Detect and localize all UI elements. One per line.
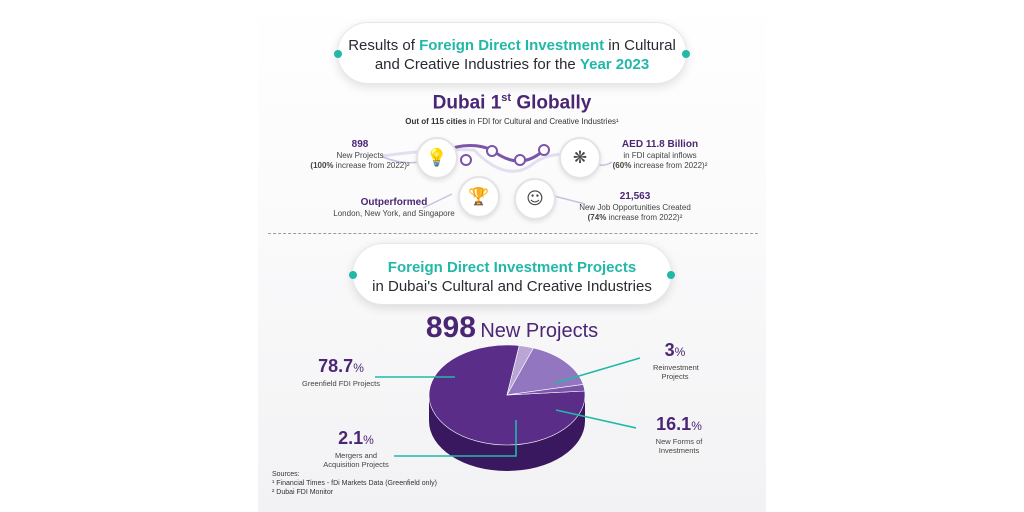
title-highlight: Foreign Direct Investment: [419, 37, 605, 54]
connector-node: [460, 154, 472, 166]
leader-new-forms: [555, 409, 637, 429]
sources-title: Sources:: [272, 471, 300, 478]
brain-icon: ❋: [559, 137, 601, 179]
source-item: ¹ Financial Times - fDi Markets Data (Gr…: [272, 480, 437, 487]
connector-line: [553, 195, 586, 205]
stat-capital-inflows: AED 11.8 Billion in FDI capital inflows …: [612, 139, 708, 170]
head-idea-icon: ☺: [514, 178, 556, 220]
title-text: and Creative Industries for the: [374, 56, 580, 73]
title-text: Results of: [348, 37, 420, 54]
dubai-rank-title: Dubai 1st Globally: [432, 92, 592, 114]
leader-reinvestment: [554, 357, 641, 384]
rank-subtitle: Out of 115 cities in FDI for Cultural an…: [405, 117, 619, 126]
section-title-highlight: Foreign Direct Investment Projects: [387, 259, 637, 276]
projects-count: 898 New Projects: [425, 311, 599, 344]
pie-side: [429, 395, 585, 471]
stat-outperformed: Outperformed London, New York, and Singa…: [333, 197, 455, 218]
source-item: ² Dubai FDI Monitor: [272, 489, 334, 496]
section-divider: [268, 233, 758, 234]
sources: Sources: ¹ Financial Times - fDi Markets…: [272, 470, 437, 497]
pie-slice-new-forms: [506, 347, 584, 396]
section-title-text: in Dubai's Cultural and Creative Industr…: [372, 278, 652, 295]
connector-line: [422, 193, 453, 209]
pie-slice-mergers: [506, 384, 586, 396]
stat-new-projects: 898 New Projects (100% increase from 202…: [310, 139, 410, 170]
section-title: Foreign Direct Investment Projects in Du…: [349, 243, 675, 305]
connector-node: [514, 154, 526, 166]
stat-new-jobs: 21,563 New Job Opportunities Created (74…: [579, 191, 691, 222]
title-text: in Cultural: [604, 37, 676, 54]
pie-label-greenfield: 78.7% Greenfield FDI Projects: [302, 356, 380, 388]
connector-node: [486, 145, 498, 157]
pie-label-mergers: 2.1% Mergers and Acquisition Projects: [323, 428, 389, 469]
title-year: Year 2023: [579, 56, 650, 73]
lightbulb-icon: 💡: [416, 137, 458, 179]
trophy-icon: 🏆: [458, 176, 500, 218]
main-title: Results of Foreign Direct Investment in …: [334, 22, 690, 84]
pie-label-new-forms: 16.1% New Forms of Investments: [655, 414, 703, 455]
leader-mergers: [394, 420, 517, 457]
connector-node: [538, 144, 550, 156]
pie-label-reinvestment: 3% Reinvestment Projects: [653, 340, 699, 381]
